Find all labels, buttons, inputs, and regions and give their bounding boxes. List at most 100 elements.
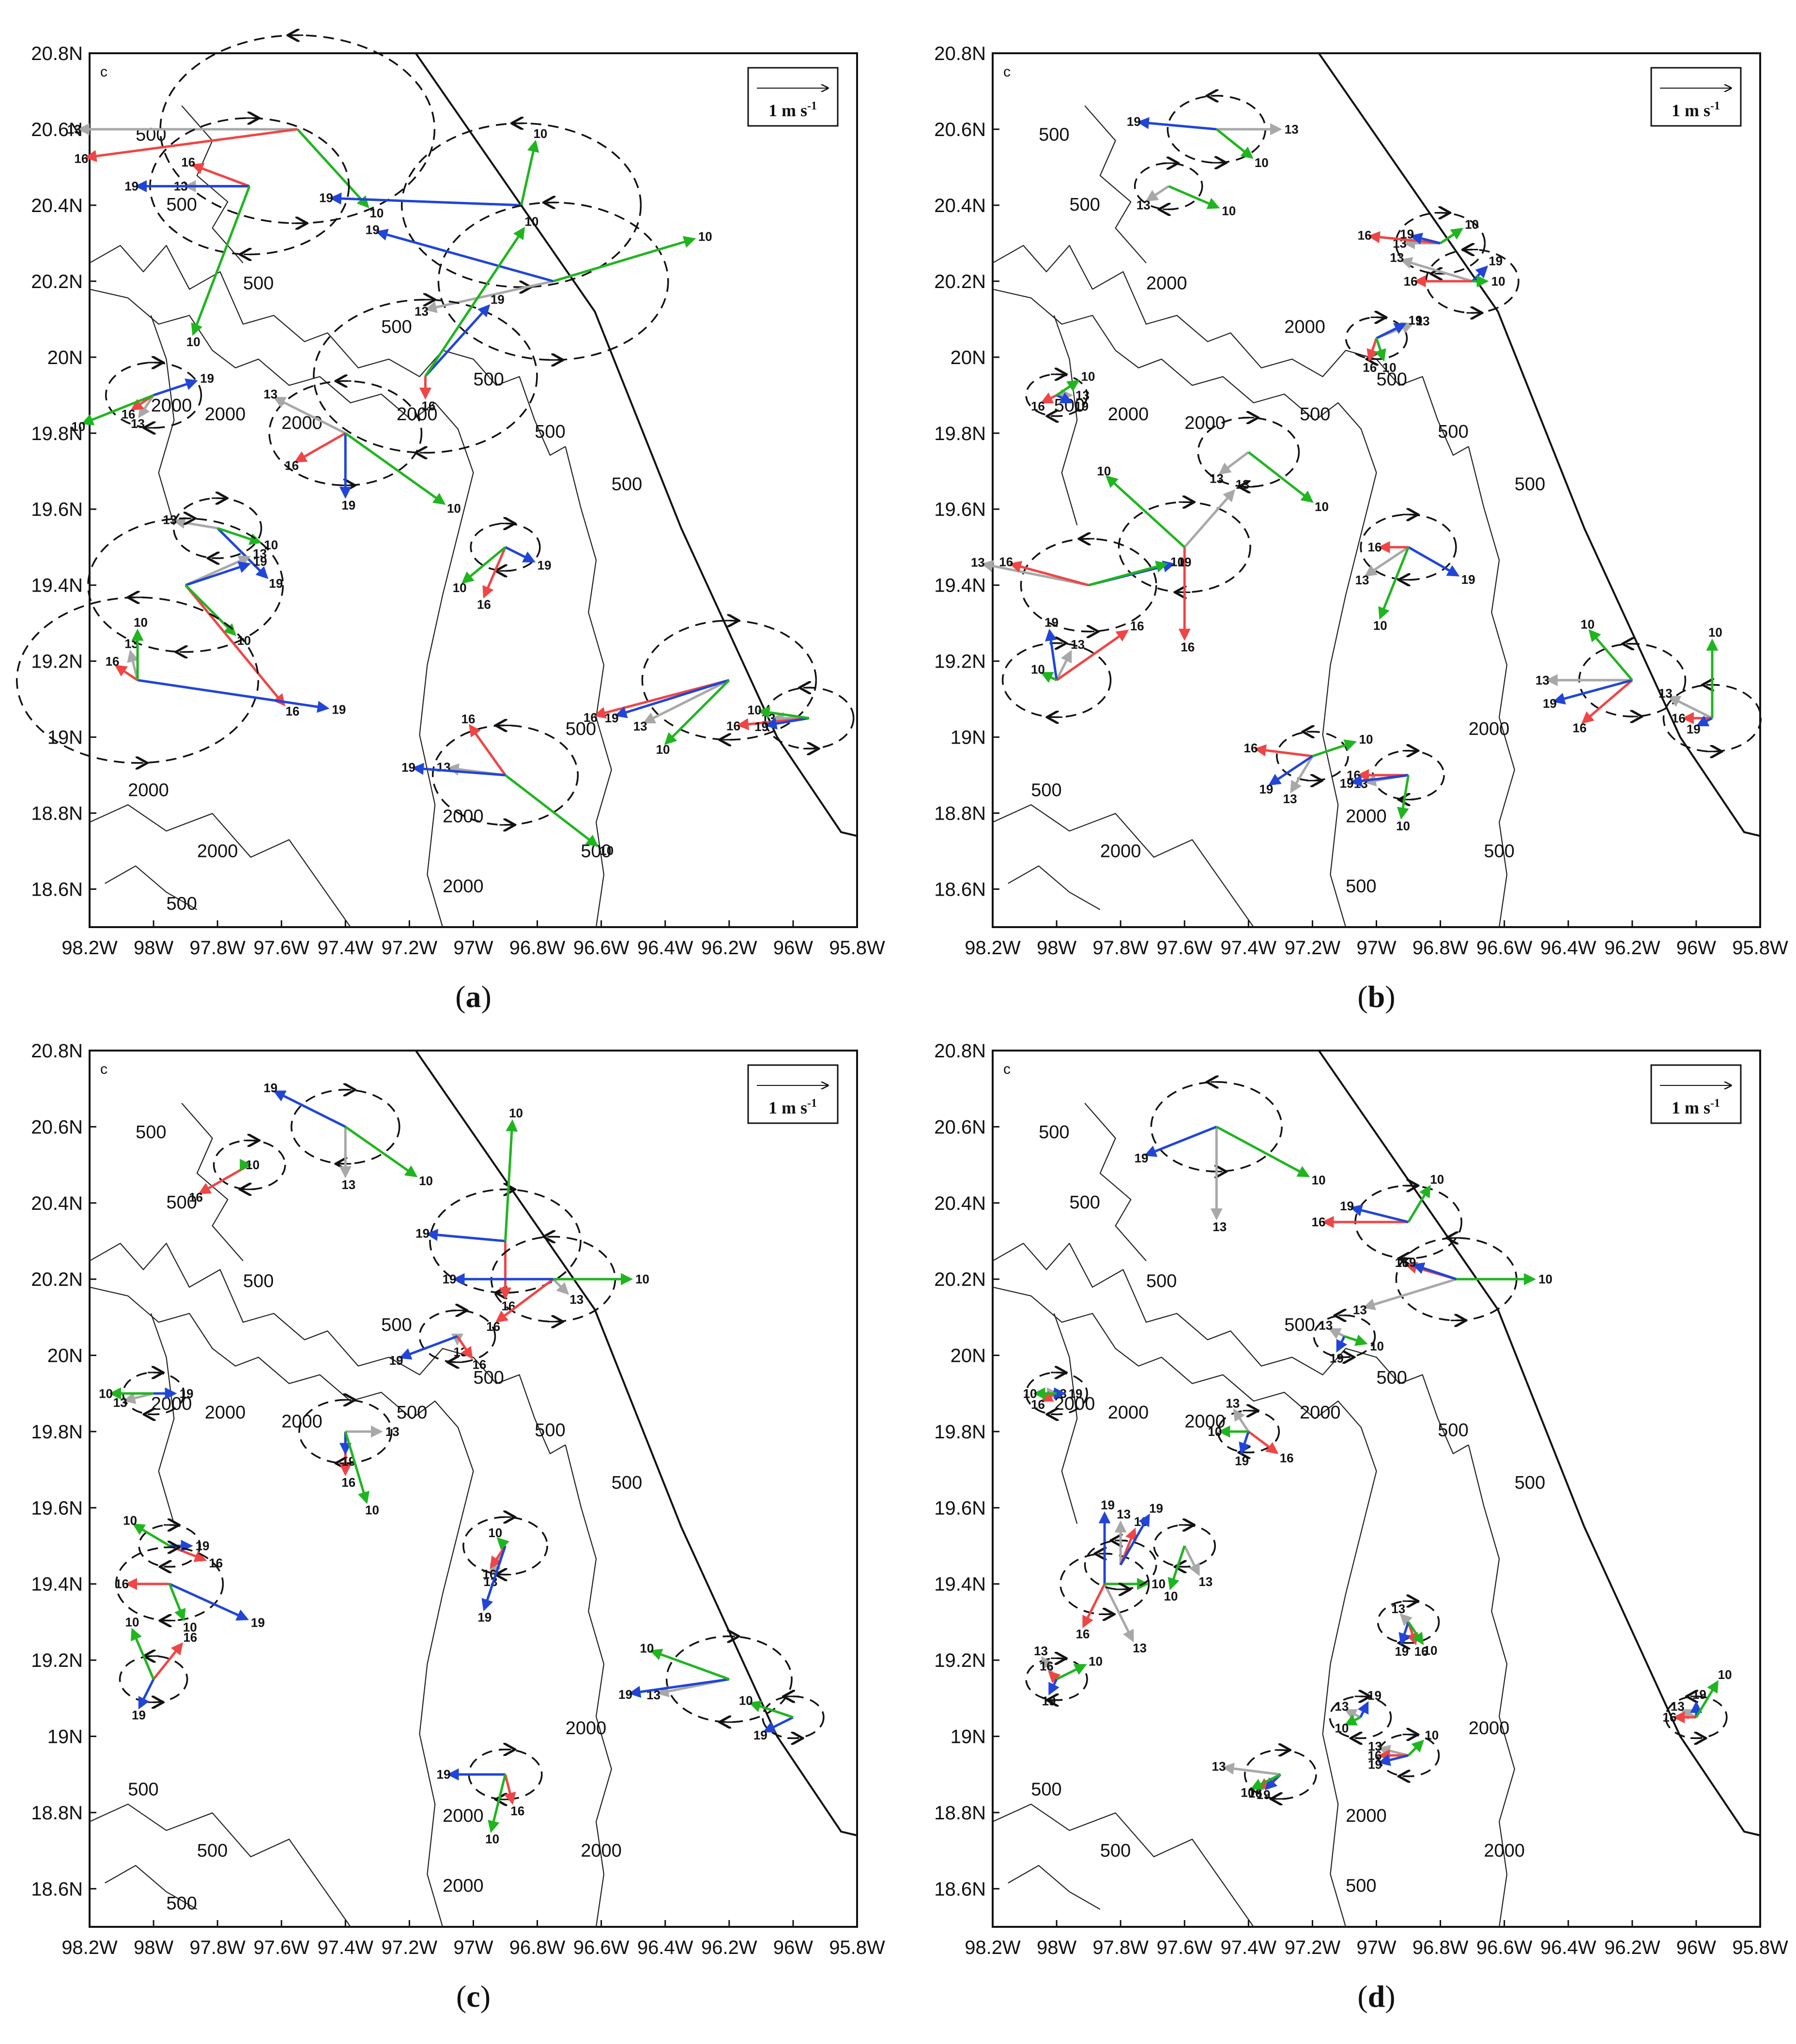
- current-vector-10h: [1040, 672, 1058, 683]
- y-tick-label: 19N: [951, 727, 986, 748]
- x-tick-label: 96.2W: [1604, 937, 1660, 959]
- contour-label: 500: [1515, 1473, 1545, 1493]
- current-vector-10h: [1088, 561, 1168, 587]
- vector-hour-label: 16: [583, 710, 598, 725]
- current-vector-10h: [1056, 380, 1080, 397]
- tidal-ellipse: [1360, 514, 1457, 581]
- y-tick-label: 19.8N: [934, 1421, 986, 1443]
- current-vector-10h: [496, 1537, 510, 1550]
- contour-label: 500: [243, 273, 274, 293]
- y-tick-label: 20.2N: [31, 271, 83, 292]
- panel-d: 500 500 500 500 2000 2000 2000 2000 500 500 500 500…: [934, 1040, 1788, 1958]
- y-tick-label: 20N: [47, 1345, 83, 1367]
- contour-label: 500: [1377, 1368, 1407, 1388]
- vector-hour-label: 10: [1382, 360, 1397, 375]
- contour-label: 2000: [151, 396, 192, 416]
- contour-label: 500: [128, 1780, 158, 1800]
- current-vector-13h: [1290, 755, 1314, 793]
- panel-a: 500 500 500 500 2000 2000 2000 2000 500 500 500 200…: [15, 35, 885, 959]
- current-vector-19h: [399, 1335, 458, 1360]
- contour-label: 500: [1070, 1192, 1100, 1213]
- current-site: 13 19 10: [99, 1373, 194, 1414]
- y-tick-label: 20.6N: [934, 1116, 986, 1138]
- contour-line: [89, 245, 566, 456]
- current-vector-16h: [1367, 231, 1441, 244]
- current-vector-10h: [1344, 1714, 1361, 1725]
- current-vector-10h: [217, 527, 262, 545]
- contour-label: 2000: [281, 413, 322, 433]
- vector-hour-label: 19: [1149, 1501, 1163, 1515]
- y-tick-label: 18.6N: [31, 879, 83, 900]
- current-vector-19h: [169, 1583, 249, 1621]
- current-vector-16h: [1581, 679, 1633, 724]
- x-tick-label: 96.4W: [637, 937, 693, 959]
- vector-hour-label: 13: [67, 122, 81, 137]
- map-frame: [89, 52, 858, 928]
- current-vector-16h: [1056, 629, 1129, 681]
- current-site: 16 19 10: [453, 523, 552, 611]
- corner-mark: c: [1003, 64, 1011, 80]
- y-tick-label: 19.2N: [934, 651, 986, 672]
- current-vector-19h: [1144, 1126, 1217, 1157]
- reference-box: [747, 67, 839, 127]
- current-vector-10h: [168, 1583, 186, 1621]
- vector-hour-label: 16: [1244, 741, 1258, 755]
- vector-hour-label: 19: [753, 1728, 768, 1742]
- y-tick-label: 20.4N: [31, 195, 83, 216]
- vector-hour-label: 19: [124, 179, 138, 194]
- map-frame: [89, 1050, 858, 1928]
- contour-label: 500: [1039, 1122, 1069, 1143]
- x-tick-label: 96.8W: [509, 1937, 566, 1958]
- vector-hour-label: 10: [1465, 217, 1479, 231]
- contour-label: 500: [243, 1271, 274, 1292]
- vector-hour-label: 13: [1226, 1396, 1240, 1410]
- vector-hour-label: 10: [419, 1174, 433, 1188]
- current-vector-19h: [1336, 1336, 1348, 1353]
- contour-line: [89, 1286, 474, 1927]
- caption-letter: a: [466, 979, 481, 1014]
- current-vector-10h: [488, 1774, 507, 1833]
- vector-hour-label: 10: [1491, 274, 1505, 289]
- bathymetry-contours: [89, 1102, 612, 1927]
- x-tick-label: 96W: [773, 1937, 813, 1958]
- vector-hour-label: 10: [748, 702, 762, 717]
- current-vector-13h: [1145, 185, 1169, 202]
- vector-hour-label: 10: [71, 419, 85, 434]
- current-vector-19h: [1398, 1621, 1411, 1646]
- current-vector-19h: [1045, 628, 1058, 681]
- vector-hour-label: 19: [1042, 1694, 1056, 1708]
- current-vector-19h: [614, 679, 730, 718]
- vector-hour-label: 13: [253, 546, 267, 561]
- caption-letter: d: [1368, 1979, 1385, 2013]
- vector-hour-label: 16: [209, 1556, 223, 1571]
- current-site: 16 19 10: [115, 1547, 265, 1634]
- x-tick-label: 97W: [1356, 937, 1396, 959]
- contour-label: 500: [1284, 1315, 1315, 1335]
- current-vector-10h: [461, 546, 507, 584]
- contour-label: 500: [1100, 1841, 1131, 1861]
- vector-hour-label: 10: [1430, 1172, 1444, 1187]
- caption-close: ): [481, 979, 491, 1014]
- x-tick-label: 95.8W: [1732, 1937, 1788, 1958]
- reference-label-unit: 1 m s: [1672, 101, 1710, 120]
- current-vector-19h: [1268, 755, 1313, 786]
- vector-hour-label: 13: [1133, 1641, 1147, 1655]
- current-vector-19h: [185, 561, 251, 587]
- y-tick-label: 19.8N: [934, 423, 986, 444]
- current-vector-16h: [294, 432, 346, 463]
- x-tick-label: 97.8W: [1092, 1937, 1149, 1958]
- current-vector-10h: [505, 774, 599, 847]
- vector-hour-label: 13: [1071, 637, 1085, 652]
- current-site: 13 19 10: [263, 1081, 433, 1192]
- tidal-ellipse: [1150, 1081, 1283, 1173]
- tidal-ellipse: [641, 620, 817, 741]
- contour-label: 2000: [1469, 719, 1510, 739]
- current-vector-13h: [1364, 546, 1409, 577]
- vector-hour-label: 10: [1538, 1272, 1552, 1286]
- corner-mark: c: [100, 1061, 107, 1077]
- current-site: 13 10: [1197, 418, 1329, 514]
